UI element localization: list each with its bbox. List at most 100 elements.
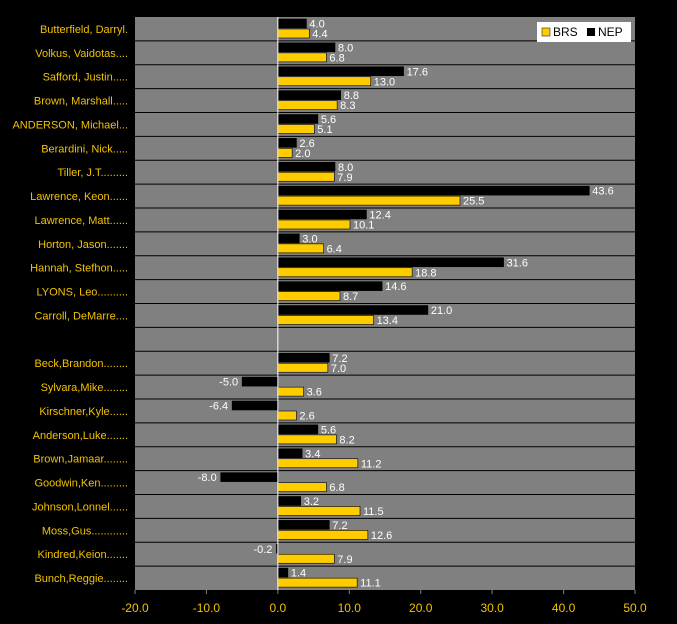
bars (220, 18, 590, 588)
brs-bar (277, 577, 358, 588)
nep-value-label: -0.2 (253, 544, 272, 556)
category-labels: Butterfield, Darryl. Volkus, Vaidotas....… (12, 24, 128, 585)
nep-value-label: 3.2 (304, 496, 319, 508)
category-label: Beck,Brandon........ (34, 358, 128, 370)
brs-value-label: 8.3 (340, 100, 355, 112)
x-tick-label: 40.0 (552, 601, 576, 615)
brs-bar (277, 482, 327, 492)
brs-value-label: 10.1 (353, 220, 374, 232)
nep-bar (277, 209, 367, 220)
nep-value-label: 3.4 (305, 448, 320, 460)
nep-value-label: 31.6 (507, 257, 528, 269)
nep-value-label: 5.6 (321, 424, 336, 436)
nep-value-label: 8.8 (344, 90, 359, 102)
category-label: Tiller, J.T......... (58, 167, 129, 179)
category-label: ANDERSON, Michael... (12, 119, 128, 131)
brs-bar (277, 195, 461, 206)
brs-bar (277, 124, 315, 134)
category-label: Moss,Gus............ (42, 525, 128, 537)
nep-value-label: 3.0 (302, 233, 317, 245)
nep-bar (277, 424, 319, 435)
row-separators (135, 40, 635, 567)
brs-value-label: 11.2 (361, 458, 382, 470)
nep-bar (277, 161, 336, 172)
nep-bar (277, 233, 300, 244)
brs-value-label: 13.0 (374, 76, 395, 88)
category-label: Johnson,Lonnel...... (32, 501, 128, 513)
category-label: Safford, Justin..... (43, 72, 128, 84)
nep-bar (277, 138, 297, 148)
nep-bar (277, 352, 330, 363)
brs-bar (277, 530, 369, 540)
nep-bar (231, 400, 279, 411)
nep-value-label: -5.0 (219, 377, 238, 389)
brs-value-label: 11.5 (363, 506, 384, 518)
category-label: Bunch,Reggie........ (34, 573, 128, 585)
brs-value-label: 6.8 (329, 482, 344, 494)
x-tick-label: -10.0 (193, 601, 221, 615)
brs-bar (277, 315, 374, 325)
brs-bar (277, 267, 413, 278)
x-tick-label: 30.0 (480, 601, 504, 615)
category-label: Sylvara,Mike........ (41, 382, 128, 394)
brs-bar (277, 362, 329, 373)
brs-value-label: 11.1 (360, 578, 381, 590)
nep-bar (277, 496, 302, 506)
nep-value-label: 17.6 (407, 66, 428, 78)
nep-value-label: 4.0 (309, 19, 324, 31)
brs-value-label: 8.7 (343, 291, 358, 303)
brs-bar (277, 386, 304, 397)
brs-value-label: 8.2 (339, 434, 354, 446)
nep-value-label: 5.6 (321, 114, 336, 126)
legend-box (537, 22, 631, 42)
brs-value-label: 13.4 (377, 315, 398, 327)
brs-bar (277, 28, 310, 39)
nep-bar (277, 66, 404, 77)
nep-bar (277, 90, 342, 100)
category-label: Horton, Jason....... (38, 239, 128, 251)
brs-value-label: 25.5 (463, 196, 484, 208)
brs-value-label: 3.6 (307, 387, 322, 399)
nep-value-label: 21.0 (431, 305, 452, 317)
nep-bar (277, 305, 429, 315)
nep-bar (220, 472, 279, 482)
nep-bar (277, 448, 303, 459)
brs-bar (277, 410, 297, 421)
brs-value-label: 6.4 (327, 243, 342, 255)
nep-bar (277, 185, 590, 196)
brs-value-label: 12.6 (371, 530, 392, 542)
category-label: Kindred,Keion....... (38, 549, 129, 561)
nep-value-label: -6.4 (209, 401, 228, 413)
category-label: Lawrence, Keon...... (30, 191, 128, 203)
x-axis-ticks: -20.0 -10.0 0.0 10.0 20.0 30.0 40.0 50.0 (121, 590, 647, 615)
nep-bar (277, 42, 336, 53)
brs-bar (277, 52, 327, 63)
x-tick-label: 50.0 (623, 601, 647, 615)
x-tick-label: 0.0 (270, 601, 287, 615)
nep-value-label: 14.6 (385, 281, 406, 293)
nep-value-label: 43.6 (592, 186, 613, 198)
brs-value-label: 2.6 (299, 411, 314, 423)
nep-value-label: -8.0 (198, 472, 217, 484)
category-label: Volkus, Vaidotas.... (35, 48, 128, 60)
brs-bar (277, 219, 351, 230)
brs-value-label: 18.8 (415, 267, 436, 279)
nep-value-label: 2.6 (299, 138, 314, 150)
value-labels: 4.04.48.06.817.613.08.88.35.65.12.62.08.… (198, 19, 614, 590)
category-label: Goodwin,Ken......... (34, 478, 128, 490)
brs-bar (277, 291, 341, 301)
x-tick-label: 20.0 (409, 601, 433, 615)
nep-value-label: 7.2 (332, 353, 347, 365)
legend-brs-swatch (541, 27, 551, 37)
brs-value-label: 7.9 (337, 554, 352, 566)
brs-value-label: 7.9 (337, 172, 352, 184)
nep-bar (277, 281, 383, 291)
nep-value-label: 8.0 (338, 162, 353, 174)
nep-bar (277, 257, 504, 268)
nep-bar (277, 114, 319, 124)
brs-bar (277, 76, 372, 87)
category-label: Kirschner,Kyle...... (39, 406, 128, 418)
category-label: Anderson,Luke....... (33, 430, 128, 442)
nep-bar (277, 567, 289, 578)
